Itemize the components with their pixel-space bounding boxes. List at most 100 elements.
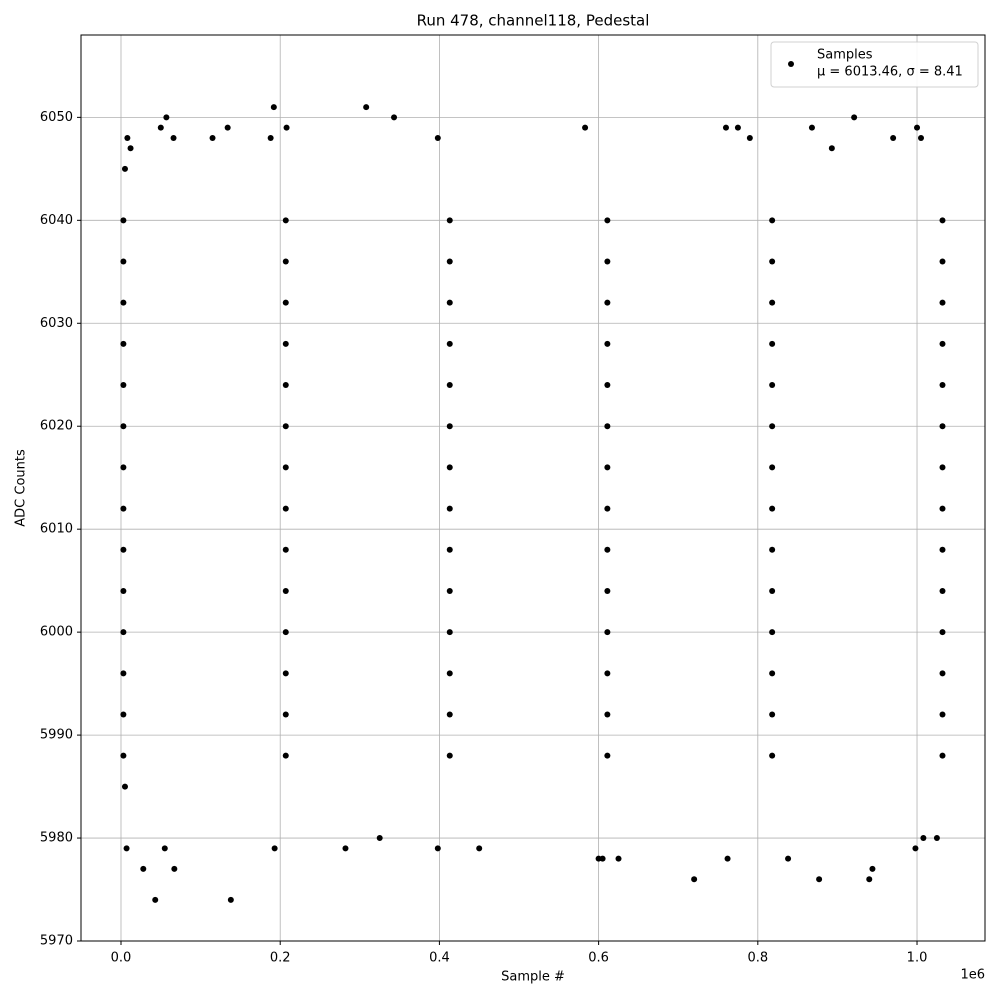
sample-point: [120, 629, 127, 636]
y-tick-label: 5990: [40, 728, 73, 743]
sample-point: [127, 145, 134, 152]
sample-point: [120, 505, 127, 512]
sample-point: [163, 114, 170, 121]
sample-point: [124, 134, 131, 141]
sample-point: [282, 382, 289, 389]
sample-point: [939, 546, 946, 553]
sample-point: [120, 258, 127, 265]
sample-point: [224, 124, 231, 131]
sample-point: [446, 711, 453, 718]
sample-point: [939, 217, 946, 224]
sample-point: [769, 340, 776, 347]
sample-point: [446, 299, 453, 306]
sample-point: [724, 855, 731, 862]
sample-point: [604, 670, 611, 677]
y-tick-label: 5980: [40, 831, 73, 846]
sample-point: [604, 752, 611, 759]
sample-point: [282, 670, 289, 677]
sample-point: [271, 845, 278, 852]
sample-point: [446, 505, 453, 512]
sample-point: [914, 124, 921, 131]
sample-point: [604, 711, 611, 718]
y-tick-label: 5970: [40, 934, 73, 949]
sample-point: [615, 855, 622, 862]
y-tick-label: 6050: [40, 110, 73, 125]
sample-point: [939, 464, 946, 471]
sample-point: [890, 134, 897, 141]
sample-point: [604, 423, 611, 430]
sample-point: [769, 752, 776, 759]
sample-point: [691, 876, 698, 883]
sample-point: [363, 104, 370, 111]
sample-point: [828, 145, 835, 152]
y-tick-label: 6020: [40, 419, 73, 434]
y-axis-label: ADC Counts: [14, 449, 29, 527]
sample-point: [270, 104, 277, 111]
sample-point: [746, 134, 753, 141]
sample-point: [446, 217, 453, 224]
sample-point: [604, 217, 611, 224]
sample-point: [121, 165, 128, 172]
sample-point: [120, 711, 127, 718]
sample-point: [599, 855, 606, 862]
sample-point: [120, 217, 127, 224]
sample-point: [282, 258, 289, 265]
plot-frame: [80, 34, 986, 942]
x-tick-label: 0.0: [111, 951, 132, 966]
sample-point: [446, 629, 453, 636]
sample-point: [120, 299, 127, 306]
sample-point: [282, 464, 289, 471]
sample-point: [120, 587, 127, 594]
legend-note: μ = 6013.46, σ = 8.41: [817, 65, 963, 80]
x-tick-label: 1.0: [907, 951, 928, 966]
sample-point: [769, 382, 776, 389]
sample-point: [734, 124, 741, 131]
sample-point: [604, 629, 611, 636]
sample-point: [604, 340, 611, 347]
sample-point: [604, 382, 611, 389]
legend-box: [770, 41, 979, 88]
sample-point: [282, 587, 289, 594]
sample-point: [120, 423, 127, 430]
x-tick-label: 0.2: [270, 951, 291, 966]
sample-point: [123, 845, 130, 852]
sample-point: [209, 134, 216, 141]
legend-marker: [788, 61, 794, 67]
sample-point: [120, 382, 127, 389]
sample-point: [604, 258, 611, 265]
sample-point: [282, 340, 289, 347]
sample-point: [120, 340, 127, 347]
y-tick-label: 6030: [40, 316, 73, 331]
sample-point: [939, 629, 946, 636]
sample-point: [140, 865, 147, 872]
sample-point: [446, 752, 453, 759]
y-tick-label: 6010: [40, 522, 73, 537]
sample-point: [912, 845, 919, 852]
sample-point: [434, 134, 441, 141]
sample-point: [604, 299, 611, 306]
sample-point: [604, 505, 611, 512]
x-tick-label: 0.4: [429, 951, 450, 966]
sample-point: [267, 134, 274, 141]
legend-label: Samples: [817, 48, 873, 63]
sample-point: [769, 299, 776, 306]
sample-point: [282, 505, 289, 512]
sample-point: [446, 258, 453, 265]
y-tick-label: 6000: [40, 625, 73, 640]
sample-point: [939, 752, 946, 759]
sample-point: [769, 711, 776, 718]
sample-point: [785, 855, 792, 862]
sample-point: [869, 865, 876, 872]
sample-point: [769, 546, 776, 553]
sample-point: [161, 845, 168, 852]
sample-point: [476, 845, 483, 852]
sample-point: [918, 134, 924, 141]
sample-point: [446, 423, 453, 430]
sample-point: [282, 423, 289, 430]
sample-point: [120, 464, 127, 471]
sample-point: [446, 546, 453, 553]
sample-point: [170, 134, 177, 141]
sample-point: [920, 835, 927, 842]
sample-point: [157, 124, 164, 131]
